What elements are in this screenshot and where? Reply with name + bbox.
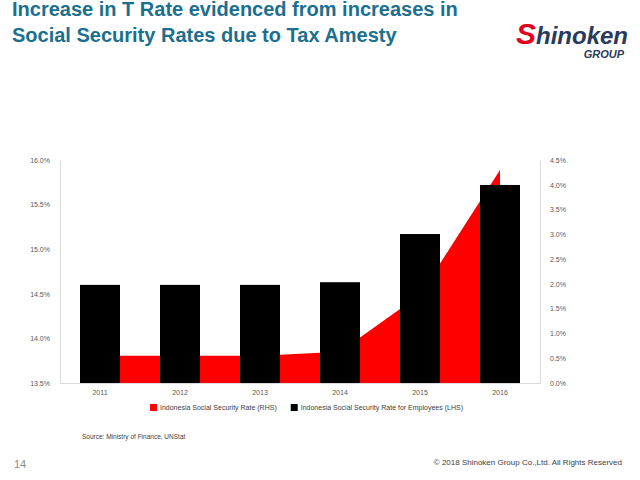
tick-label: 2014 (332, 389, 348, 396)
tick-label: 3.0% (550, 231, 566, 238)
copyright: © 2018 Shinoken Group Co.,Ltd. All Right… (434, 458, 622, 467)
tick: 14.0% (30, 335, 60, 342)
tick: 0.0% (540, 380, 566, 387)
bar (320, 282, 360, 383)
y2-axis: 0.0% 0.5% 1.0% 1.5% 2.0% 2.5% 3.0% 3.5% 4.0% 4.5% (540, 157, 566, 387)
logo: Shinoken (516, 17, 628, 50)
bar (80, 285, 120, 383)
plot-marks (80, 170, 520, 383)
tick-label: 13.5% (30, 380, 50, 387)
tick-label: 2011 (92, 389, 107, 396)
tick-label: 3.5% (550, 206, 566, 213)
tick: 16.0% (30, 157, 60, 164)
tick: 15.5% (30, 201, 60, 208)
tick-label: 4.0% (550, 182, 566, 189)
tick: 2012 (172, 383, 188, 396)
tick-label: 2012 (172, 389, 188, 396)
title-line: Social Security Rates due to Tax Amesty (12, 24, 397, 46)
tick: 1.0% (540, 330, 566, 337)
y-axis: 13.5% 14.0% 14.5% 15.0% 15.5% 16.0% (30, 157, 60, 387)
tick-label: 15.5% (30, 201, 50, 208)
tick-label: 14.5% (30, 291, 50, 298)
x-axis: 2011 2012 2013 2014 2015 2016 (61, 383, 541, 396)
source: Source: Ministry of Finance, UNStat (82, 433, 186, 441)
tick: 2015 (412, 383, 428, 396)
tick: 2013 (252, 383, 268, 396)
tick-label: 0.5% (550, 355, 566, 362)
logo-rest: hinoken (536, 22, 628, 49)
tick-label: 2.0% (550, 281, 566, 288)
axis-line (540, 161, 541, 384)
title: Increase in T Rate evidenced from increa… (12, 0, 458, 46)
tick: 2011 (92, 383, 107, 396)
area-series (100, 170, 500, 383)
tick: 2016 (492, 383, 508, 396)
tick-label: 2016 (492, 389, 508, 396)
tick: 0.5% (540, 355, 566, 362)
tick: 15.0% (30, 246, 60, 253)
legend-swatch (150, 404, 157, 411)
bar (400, 234, 440, 383)
bar (480, 185, 520, 383)
tick-label: 2015 (412, 389, 428, 396)
tick: 2.0% (540, 281, 566, 288)
axis-line (61, 383, 541, 384)
tick: 3.0% (540, 231, 566, 238)
tick-label: 2.5% (550, 256, 566, 263)
legend: Indonesia Social Security Rate (RHS) Indo… (150, 404, 463, 412)
axis-line (60, 161, 61, 384)
bar (160, 285, 200, 383)
tick: 1.5% (540, 305, 566, 312)
tick-label: 2013 (252, 389, 268, 396)
logo-initial: S (516, 17, 536, 50)
page-number: 14 (14, 458, 26, 470)
title-line: Increase in T Rate evidenced from increa… (12, 0, 458, 20)
tick-label: 1.0% (550, 330, 566, 337)
tick: 14.5% (30, 291, 60, 298)
legend-swatch (291, 404, 298, 411)
tick: 4.0% (540, 182, 566, 189)
tick: 3.5% (540, 206, 566, 213)
tick-label: 0.0% (550, 380, 566, 387)
logo-group: GROUP (584, 48, 625, 60)
chart-root: Increase in T Rate evidenced from increa… (0, 0, 640, 480)
bar (240, 285, 280, 383)
legend-label: Indonesia Social Security Rate for Emplo… (301, 404, 463, 412)
tick-label: 1.5% (550, 305, 566, 312)
tick: 2014 (332, 383, 348, 396)
tick-label: 15.0% (30, 246, 50, 253)
tick: 4.5% (540, 157, 566, 164)
tick-label: 16.0% (30, 157, 50, 164)
tick: 2.5% (540, 256, 566, 263)
tick: 13.5% (30, 380, 60, 387)
tick-label: 4.5% (550, 157, 566, 164)
legend-label: Indonesia Social Security Rate (RHS) (160, 404, 277, 412)
tick-label: 14.0% (30, 335, 50, 342)
